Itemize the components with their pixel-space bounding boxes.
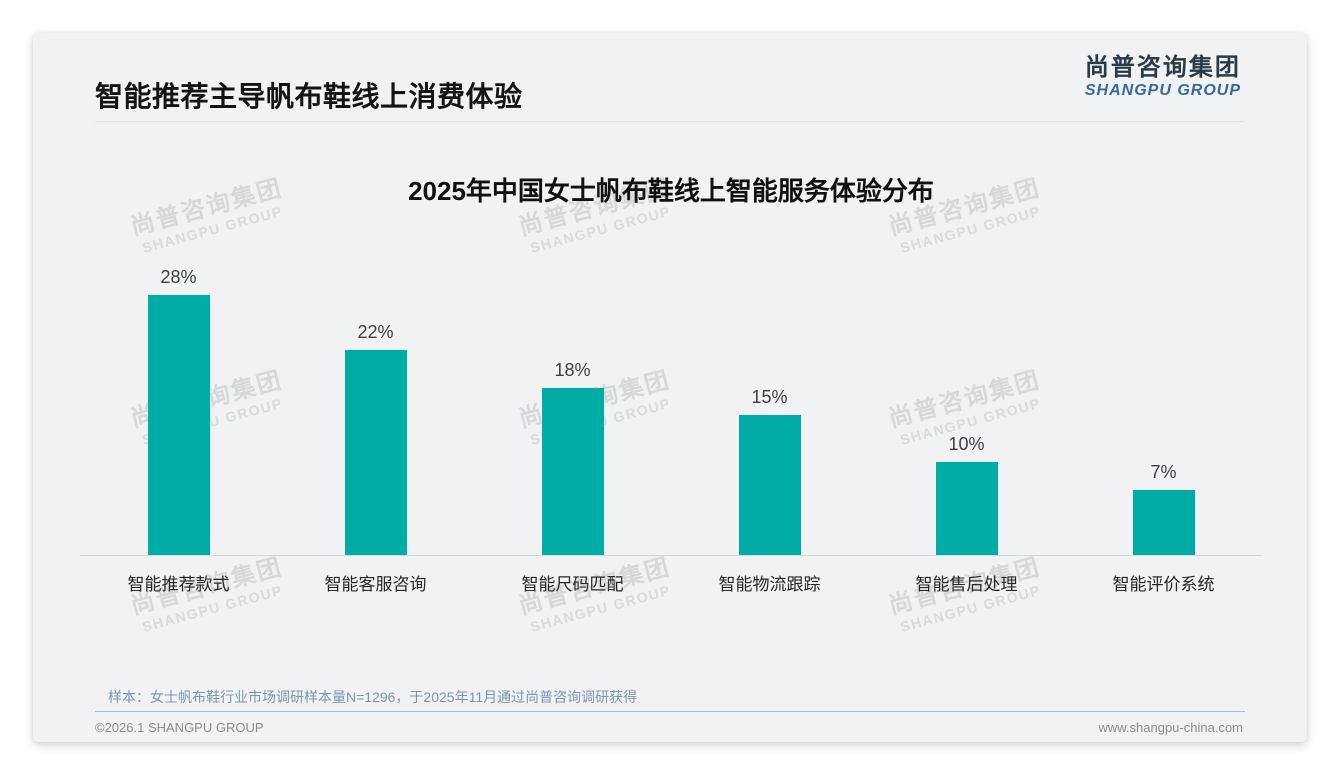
category-label: 智能客服咨询 xyxy=(324,575,427,594)
bar-value-label: 15% xyxy=(751,387,788,407)
footer-divider xyxy=(95,711,1245,712)
bar xyxy=(1132,490,1195,555)
website-text: www.shangpu-china.com xyxy=(1098,720,1243,735)
bar-column: 10% xyxy=(868,434,1065,555)
bar-value-label: 22% xyxy=(357,322,394,342)
bar-column: 15% xyxy=(671,387,868,555)
bar-value-label: 18% xyxy=(554,360,591,380)
copyright-text: ©2026.1 SHANGPU GROUP xyxy=(95,720,264,735)
bar xyxy=(541,388,604,555)
bar xyxy=(344,350,407,555)
page-title: 智能推荐主导帆布鞋线上消费体验 xyxy=(95,81,523,112)
category-labels: 智能推荐款式 智能客服咨询 智能尺码匹配 智能物流跟踪 智能售后处理 智能评价系统 xyxy=(80,570,1262,595)
category-label: 智能售后处理 xyxy=(915,575,1018,594)
category-label: 智能物流跟踪 xyxy=(718,575,821,594)
category-label: 智能推荐款式 xyxy=(127,575,230,594)
bar xyxy=(738,415,801,555)
slide: 尚普咨询集团 SHANGPU GROUP 尚普咨询集团 SHANGPU GROUP 尚普… xyxy=(33,33,1307,742)
bar-column: 18% xyxy=(474,360,671,555)
bar-value-label: 10% xyxy=(948,434,985,454)
bar-columns: 28% 22% 18% 15% 10% 7% xyxy=(80,263,1262,555)
bar-value-label: 28% xyxy=(160,267,197,287)
header-divider xyxy=(95,121,1245,122)
bar xyxy=(147,295,210,555)
x-axis-baseline xyxy=(80,555,1262,556)
logo-chinese-text: 尚普咨询集团 xyxy=(1084,54,1241,81)
company-logo: 尚普咨询集团 SHANGPU GROUP xyxy=(1085,54,1241,100)
category-label: 智能评价系统 xyxy=(1112,575,1215,594)
bar-value-label: 7% xyxy=(1150,462,1177,482)
bar xyxy=(935,462,998,555)
sample-note: 样本：女士帆布鞋行业市场调研样本量N=1296，于2025年11月通过尚普咨询调… xyxy=(108,689,638,705)
bar-column: 7% xyxy=(1065,462,1262,555)
logo-english-text: SHANGPU GROUP xyxy=(1084,82,1241,99)
category-label: 智能尺码匹配 xyxy=(521,575,624,594)
bar-column: 28% xyxy=(80,267,277,555)
bar-column: 22% xyxy=(277,322,474,555)
chart-title: 2025年中国女士帆布鞋线上智能服务体验分布 xyxy=(408,176,934,206)
